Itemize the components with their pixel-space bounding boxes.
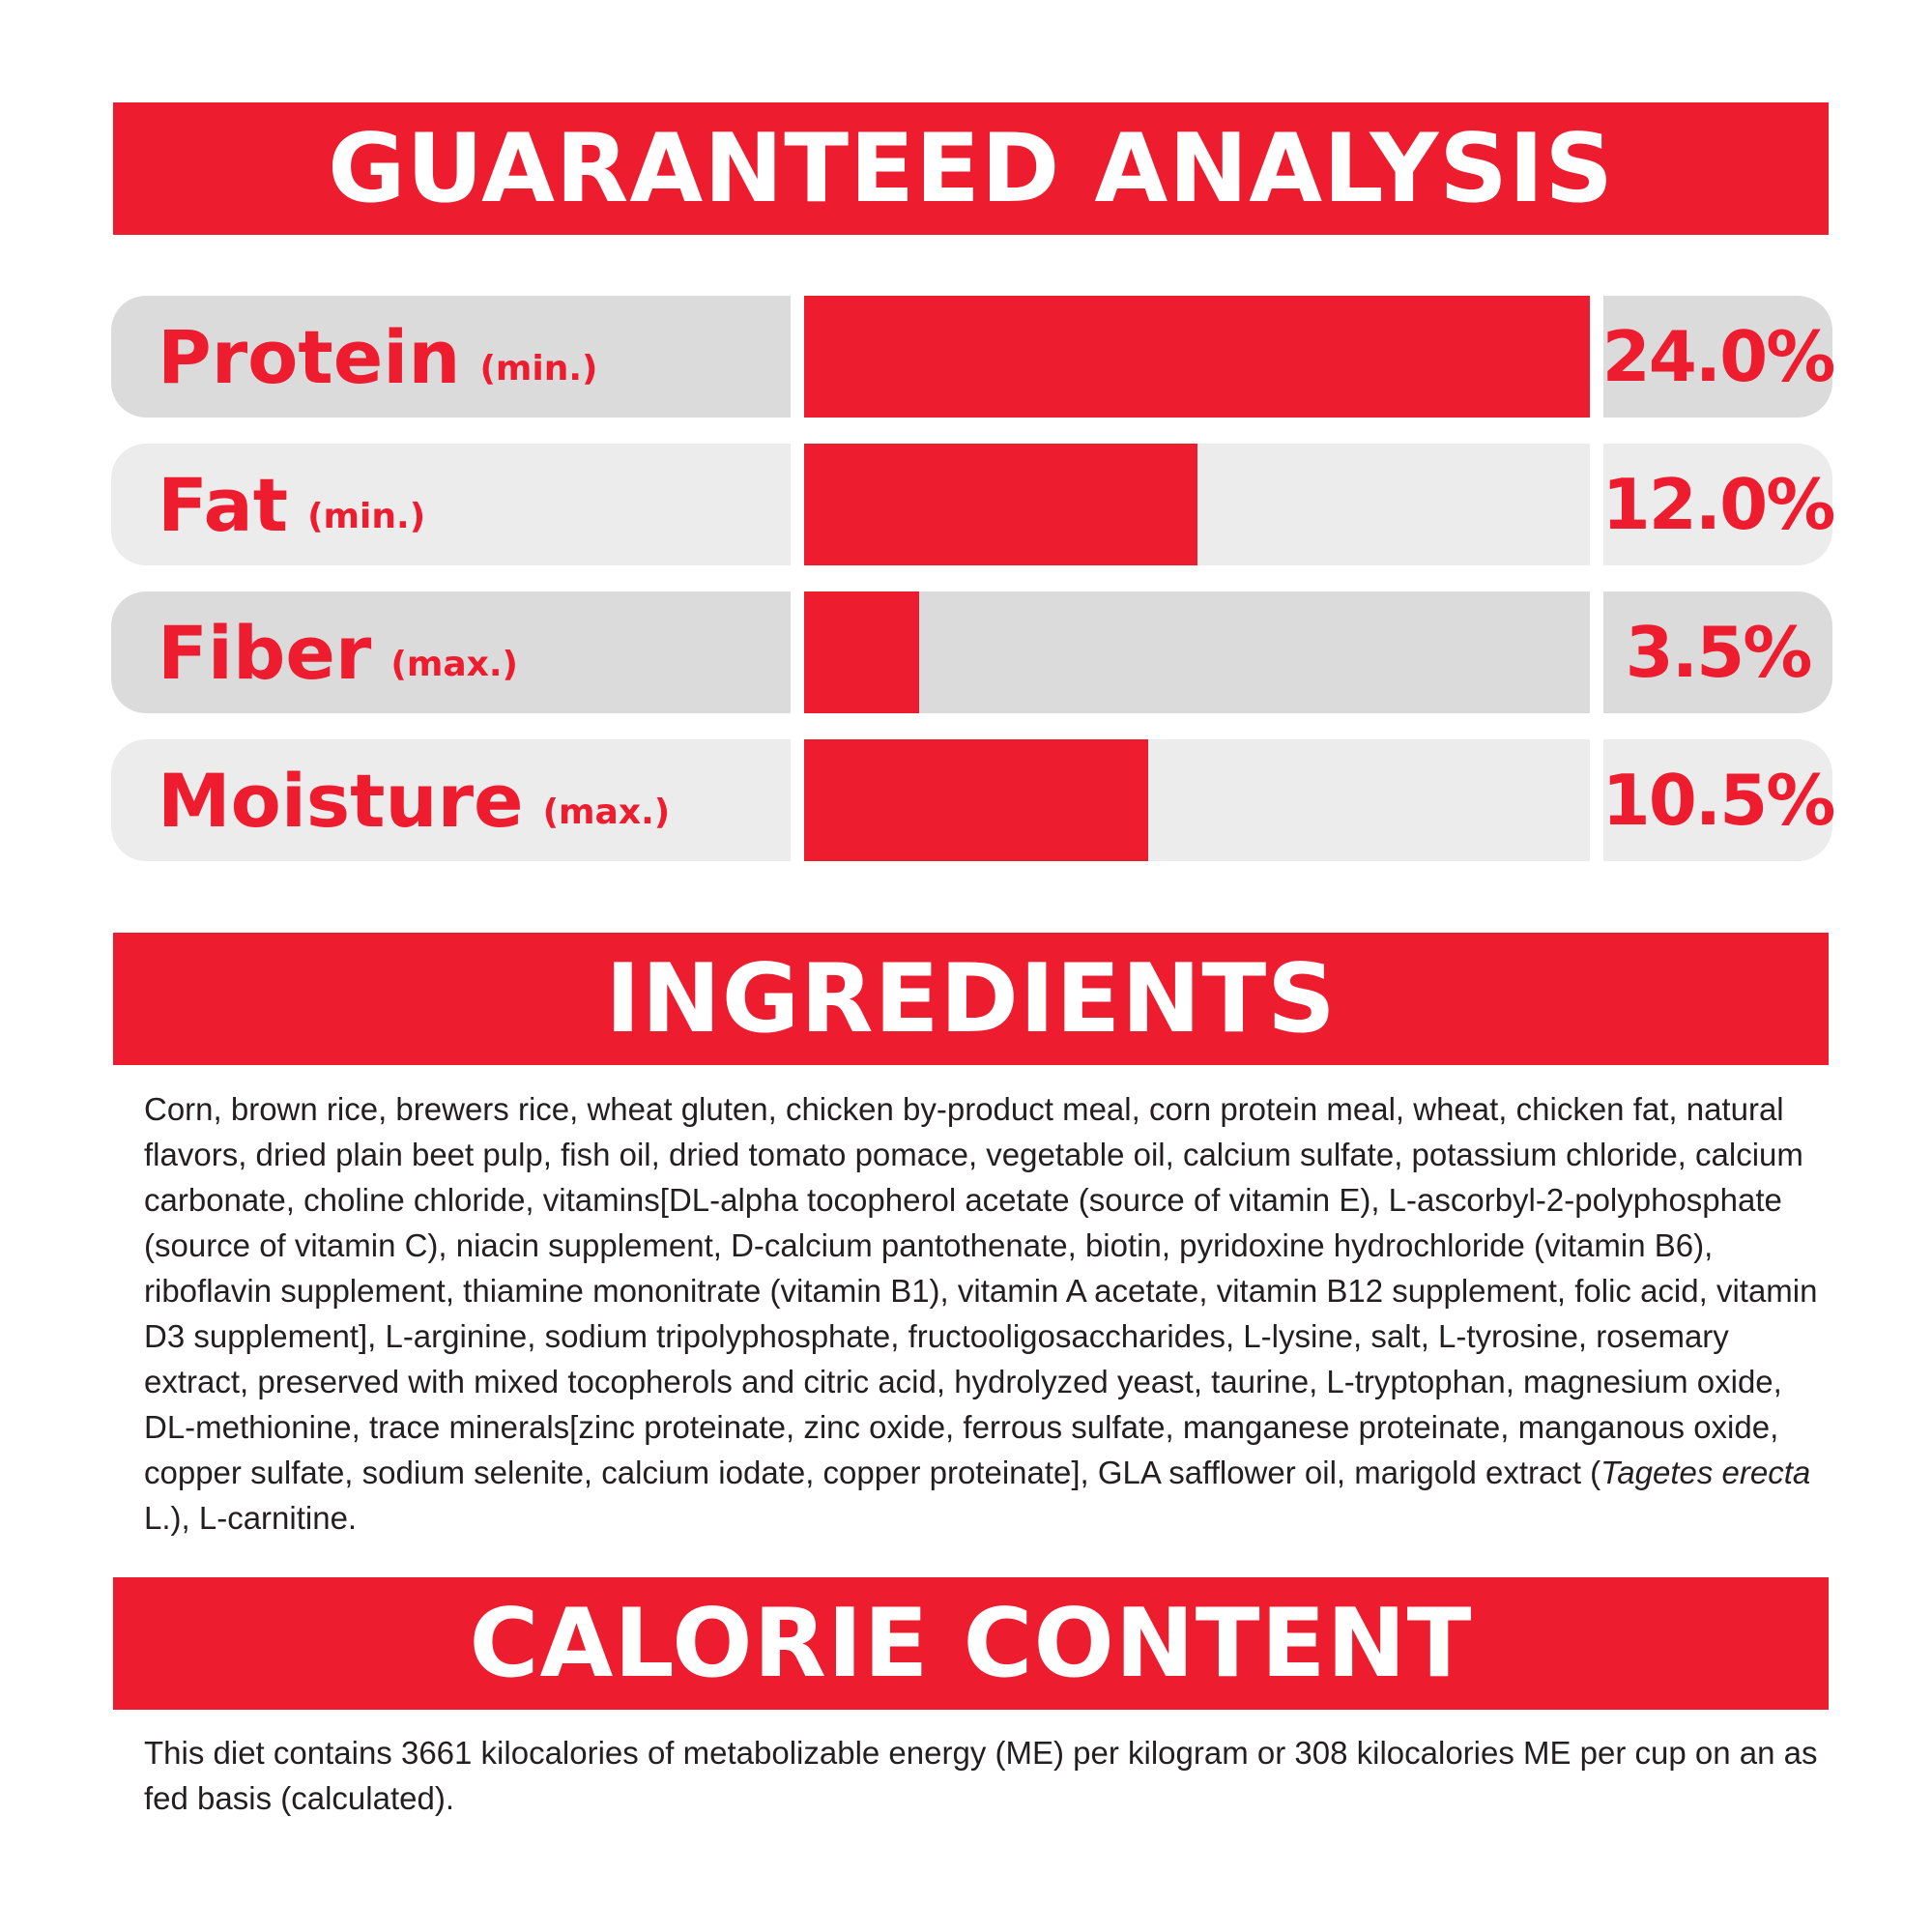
calorie-content-title: CALORIE CONTENT [469, 1588, 1473, 1699]
analysis-bar-track [804, 444, 1590, 565]
nutrient-value: 3.5% [1603, 591, 1832, 713]
analysis-bar-fill [804, 591, 919, 713]
ingredients-text-end: L.), L-carnitine. [144, 1500, 358, 1536]
nutrient-qualifier: (max.) [542, 792, 671, 832]
nutrient-value: 24.0% [1602, 296, 1835, 418]
ingredients-header: INGREDIENTS [113, 933, 1829, 1065]
calorie-content-text: This diet contains 3661 kilocalories of … [144, 1735, 1818, 1816]
analysis-row-moisture: Moisture (max.) 10.5% [111, 739, 1835, 861]
analysis-row-protein: Protein (min.) 24.0% [111, 296, 1835, 418]
analysis-bar-track [804, 296, 1590, 418]
ingredients-list: Corn, brown rice, brewers rice, wheat gl… [144, 1086, 1826, 1541]
nutrient-qualifier: (min.) [479, 348, 598, 389]
nutrient-value: 12.0% [1602, 444, 1835, 565]
analysis-bar-fill [804, 444, 1197, 565]
nutrient-name: Moisture [158, 757, 524, 844]
nutrient-value: 10.5% [1602, 739, 1835, 861]
analysis-label-cell: Fiber (max.) [111, 591, 791, 713]
analysis-label-cell: Protein (min.) [111, 296, 791, 418]
guaranteed-analysis-header: GUARANTEED ANALYSIS [113, 102, 1829, 235]
ingredients-title: INGREDIENTS [605, 943, 1337, 1054]
analysis-bar-track [804, 739, 1590, 861]
analysis-label-cell: Moisture (max.) [111, 739, 791, 861]
nutrient-qualifier: (min.) [307, 496, 426, 536]
ingredients-text-main: Corn, brown rice, brewers rice, wheat gl… [144, 1091, 1818, 1490]
analysis-bar-track [804, 591, 1590, 713]
analysis-bar-fill [804, 739, 1148, 861]
nutrient-name: Fiber [158, 609, 372, 696]
nutrient-qualifier: (max.) [390, 644, 519, 684]
analysis-row-fiber: Fiber (max.) 3.5% [111, 591, 1832, 713]
analysis-label-cell: Fat (min.) [111, 444, 791, 565]
analysis-row-fat: Fat (min.) 12.0% [111, 444, 1835, 565]
analysis-bar-fill [804, 296, 1590, 418]
calorie-content-header: CALORIE CONTENT [113, 1577, 1829, 1710]
guaranteed-analysis-title: GUARANTEED ANALYSIS [328, 113, 1614, 224]
ingredients-scientific-name: Tagetes erecta [1600, 1455, 1811, 1490]
nutrient-name: Protein [158, 313, 461, 400]
nutrient-name: Fat [158, 461, 289, 548]
